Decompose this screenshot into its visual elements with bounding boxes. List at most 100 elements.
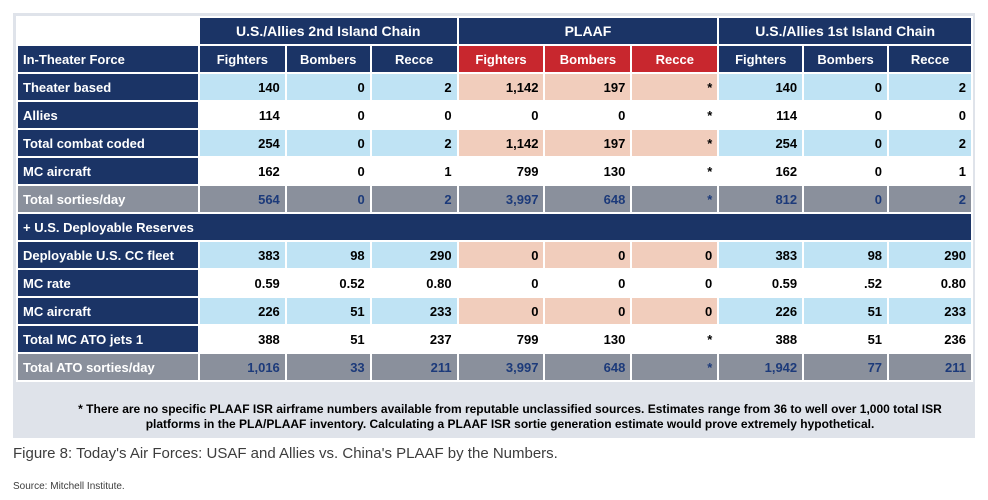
table-cell: 0.59 (719, 270, 803, 296)
table-cell: 564 (199, 186, 285, 212)
row-label: Theater based (18, 74, 198, 100)
table-cell: 0 (458, 270, 544, 296)
table-cell: * (632, 186, 718, 212)
table-cell: 0 (371, 102, 457, 128)
row-label: MC rate (18, 270, 198, 296)
table-cell: 226 (199, 298, 285, 324)
column-header: Bombers (804, 46, 888, 72)
table-cell: 197 (545, 74, 631, 100)
table-cell: 1,942 (719, 354, 803, 380)
table-cell: 812 (719, 186, 803, 212)
source-note: Source: Mitchell Institute. (13, 481, 125, 492)
table-cell: 0 (286, 186, 370, 212)
table-cell: .52 (804, 270, 888, 296)
row-label: Total sorties/day (18, 186, 198, 212)
table-cell: 0 (286, 158, 370, 184)
table-cell: 0 (286, 102, 370, 128)
table-cell: * (632, 102, 718, 128)
table-cell: 0 (545, 242, 631, 268)
table-cell: 33 (286, 354, 370, 380)
table-cell: 0 (804, 186, 888, 212)
table-cell: 51 (804, 298, 888, 324)
table-cell: 290 (889, 242, 971, 268)
table-cell: 77 (804, 354, 888, 380)
table-cell: 0 (545, 270, 631, 296)
row-label: MC aircraft (18, 158, 198, 184)
footnote: * There are no specific PLAAF ISR airfra… (78, 402, 942, 431)
table-cell: 51 (286, 298, 370, 324)
table-cell: 211 (889, 354, 971, 380)
table-cell: 2 (371, 130, 457, 156)
table-cell: 130 (545, 158, 631, 184)
table-cell: 383 (199, 242, 285, 268)
table-cell: 98 (286, 242, 370, 268)
table-cell: 3,997 (458, 354, 544, 380)
table-cell: 114 (719, 102, 803, 128)
row-label: Total MC ATO jets 1 (18, 326, 198, 352)
table-cell: 0 (804, 74, 888, 100)
column-header: Recce (632, 46, 718, 72)
table-cell: 130 (545, 326, 631, 352)
table-cell: 226 (719, 298, 803, 324)
table-cell: 236 (889, 326, 971, 352)
table-cell: 233 (371, 298, 457, 324)
table-cell: 0 (545, 102, 631, 128)
column-header: Recce (371, 46, 457, 72)
table-cell: 0 (632, 298, 718, 324)
column-header: Recce (889, 46, 971, 72)
group-header-2nd-island-chain: U.S./Allies 2nd Island Chain (199, 18, 457, 44)
row-label: MC aircraft (18, 298, 198, 324)
row-label: Deployable U.S. CC fleet (18, 242, 198, 268)
table-cell: 162 (199, 158, 285, 184)
table-cell: 290 (371, 242, 457, 268)
column-header: Bombers (286, 46, 370, 72)
force-comparison-table: U.S./Allies 2nd Island Chain PLAAF U.S./… (16, 16, 973, 382)
table-cell: 211 (371, 354, 457, 380)
table-cell: * (632, 326, 718, 352)
table-cell: 1 (889, 158, 971, 184)
force-comparison-panel: U.S./Allies 2nd Island Chain PLAAF U.S./… (13, 13, 975, 438)
table-cell: 0 (458, 298, 544, 324)
table-cell: 383 (719, 242, 803, 268)
table-cell: 140 (719, 74, 803, 100)
table-row: MC aircraft 162 0 1 799 130 * 162 0 1 (18, 158, 971, 184)
table-row: MC aircraft 226 51 233 0 0 0 226 51 233 (18, 298, 971, 324)
row-label: Total combat coded (18, 130, 198, 156)
table-cell: 233 (889, 298, 971, 324)
section-header: + U.S. Deployable Reserves (18, 214, 971, 240)
summary-row: Total ATO sorties/day 1,016 33 211 3,997… (18, 354, 971, 380)
table-row: Deployable U.S. CC fleet 383 98 290 0 0 … (18, 242, 971, 268)
table-cell: 0 (286, 130, 370, 156)
table-cell: 254 (719, 130, 803, 156)
column-header: Fighters (199, 46, 285, 72)
table-cell: 0 (545, 298, 631, 324)
column-header: Bombers (545, 46, 631, 72)
table-cell: 2 (889, 186, 971, 212)
table-cell: 799 (458, 158, 544, 184)
table-cell: 237 (371, 326, 457, 352)
table-cell: 0 (632, 242, 718, 268)
table-cell: * (632, 130, 718, 156)
table-cell: 0 (458, 242, 544, 268)
table-cell: 2 (371, 74, 457, 100)
table-cell: 648 (545, 354, 631, 380)
group-header-1st-island-chain: U.S./Allies 1st Island Chain (719, 18, 971, 44)
table-cell: 197 (545, 130, 631, 156)
table-cell: 2 (889, 130, 971, 156)
column-header: Fighters (458, 46, 544, 72)
table-row: MC rate 0.59 0.52 0.80 0 0 0 0.59 .52 0.… (18, 270, 971, 296)
table-cell: 0 (804, 158, 888, 184)
table-cell: 0 (286, 74, 370, 100)
table-cell: 0.59 (199, 270, 285, 296)
table-cell: 3,997 (458, 186, 544, 212)
table-cell: 2 (371, 186, 457, 212)
table-cell: 1,016 (199, 354, 285, 380)
table-cell: 162 (719, 158, 803, 184)
table-cell: 2 (889, 74, 971, 100)
row-label: In-Theater Force (18, 46, 198, 72)
table-cell: 0 (804, 130, 888, 156)
table-cell: 51 (804, 326, 888, 352)
figure-caption: Figure 8: Today's Air Forces: USAF and A… (13, 445, 558, 462)
table-cell: 0 (632, 270, 718, 296)
table-cell: 254 (199, 130, 285, 156)
